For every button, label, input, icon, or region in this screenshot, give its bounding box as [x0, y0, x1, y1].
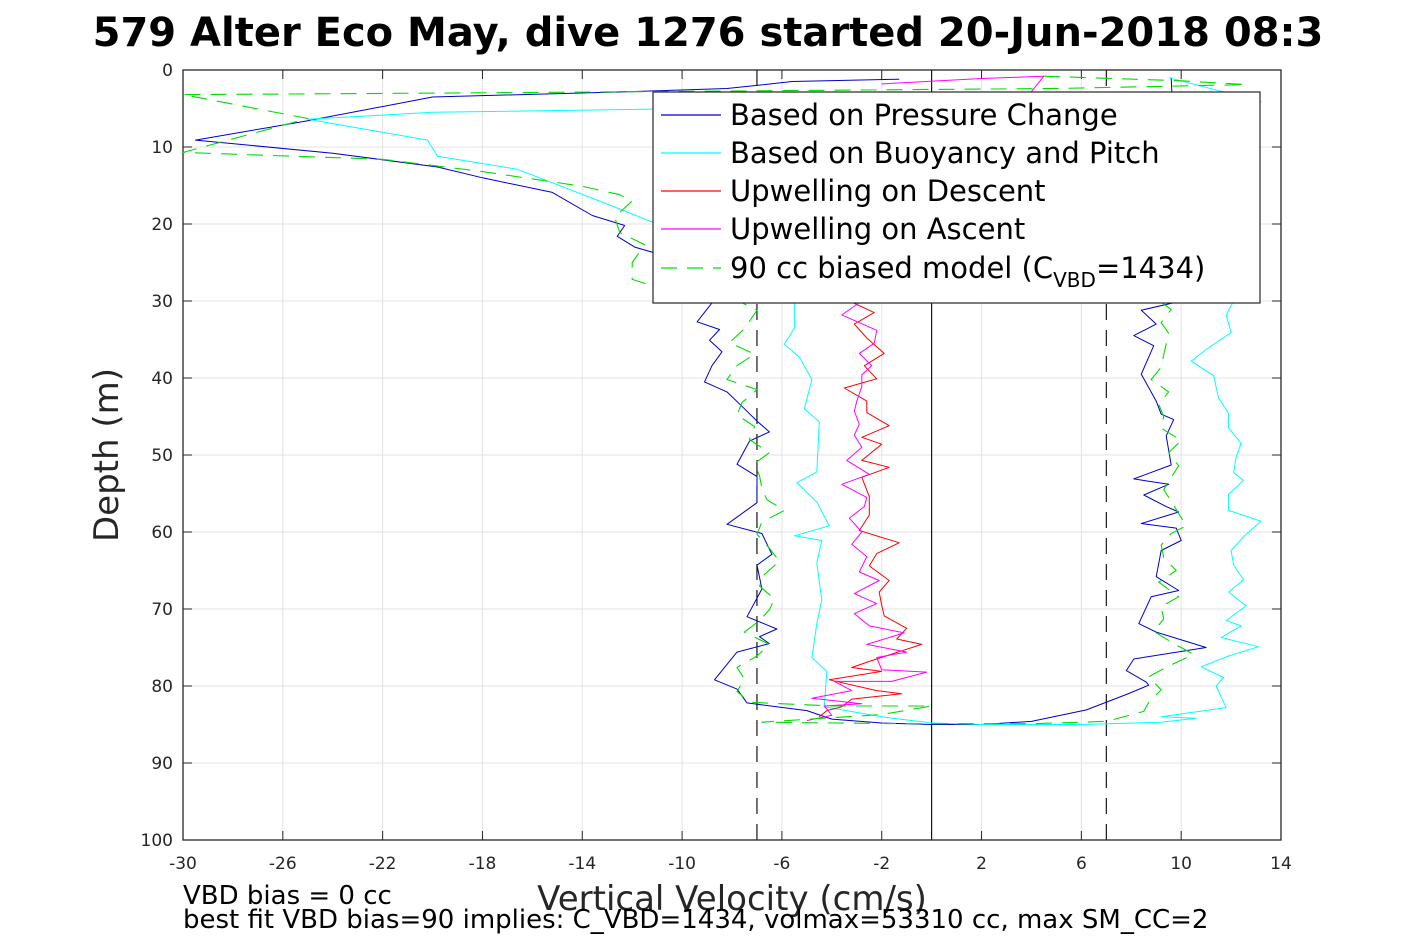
- x-tick-label: -30: [169, 854, 197, 874]
- x-tick-label: -10: [668, 854, 696, 874]
- legend-label-descent: Upwelling on Descent: [730, 174, 1046, 208]
- chart-title: 579 Alter Eco May, dive 1276 started 20-…: [93, 10, 1324, 56]
- y-tick-label: 70: [151, 600, 173, 620]
- y-tick-label: 50: [151, 446, 173, 466]
- footer-line-1: VBD bias = 0 cc: [183, 881, 392, 911]
- x-tick-label: -26: [269, 854, 297, 874]
- y-tick-label: 10: [151, 138, 173, 158]
- x-tick-label: 10: [1170, 854, 1192, 874]
- y-tick-label: 40: [151, 369, 173, 389]
- x-tick-label: -2: [873, 854, 890, 874]
- x-tick-label: 6: [1076, 854, 1087, 874]
- ticks: -30 -26 -22 -18 -14 -10 -6 -2 2 6 10 14010203040506…: [141, 61, 1292, 874]
- series-group: [182, 75, 1262, 725]
- x-tick-label: 14: [1270, 854, 1292, 874]
- legend-label-model-post: =1434): [1096, 251, 1205, 285]
- legend-label-buoyancy: Based on Buoyancy and Pitch: [730, 136, 1160, 170]
- legend-label-pressure: Based on Pressure Change: [730, 98, 1118, 132]
- legend-label-ascent: Upwelling on Ascent: [730, 212, 1025, 246]
- series-line-based-on-pressure-change: [195, 77, 1207, 725]
- series-line-upwelling-on-descent: [818, 300, 923, 718]
- y-axis-label: Depth (m): [87, 368, 127, 542]
- legend: Based on Pressure Change Based on Buoyan…: [652, 91, 1261, 304]
- y-tick-label: 80: [151, 677, 173, 697]
- x-tick-label: -6: [773, 854, 790, 874]
- legend-label-model-sub: VBD: [1053, 268, 1096, 292]
- series-line-upwelling-on-ascent: [806, 75, 1045, 722]
- legend-label-model: 90 cc biased model (CVBD=1434): [730, 251, 1205, 292]
- x-tick-label: 2: [976, 854, 987, 874]
- y-tick-label: 90: [151, 754, 173, 774]
- x-tick-label: -14: [568, 854, 596, 874]
- x-tick-label: -22: [369, 854, 397, 874]
- legend-box: [652, 91, 1261, 304]
- x-axis-label: Vertical Velocity (cm/s): [537, 879, 927, 919]
- y-tick-label: 30: [151, 292, 173, 312]
- y-tick-label: 60: [151, 523, 173, 543]
- footer-line-2: best fit VBD bias=90 implies: C_VBD=1434…: [183, 905, 1208, 935]
- series-line-90-cc-biased-model-cvbd-1434: [182, 75, 1247, 725]
- legend-label-model-pre: 90 cc biased model (C: [730, 251, 1053, 285]
- y-tick-label: 100: [141, 831, 173, 851]
- x-tick-label: -18: [469, 854, 497, 874]
- y-tick-label: 0: [162, 61, 173, 81]
- y-tick-label: 20: [151, 215, 173, 235]
